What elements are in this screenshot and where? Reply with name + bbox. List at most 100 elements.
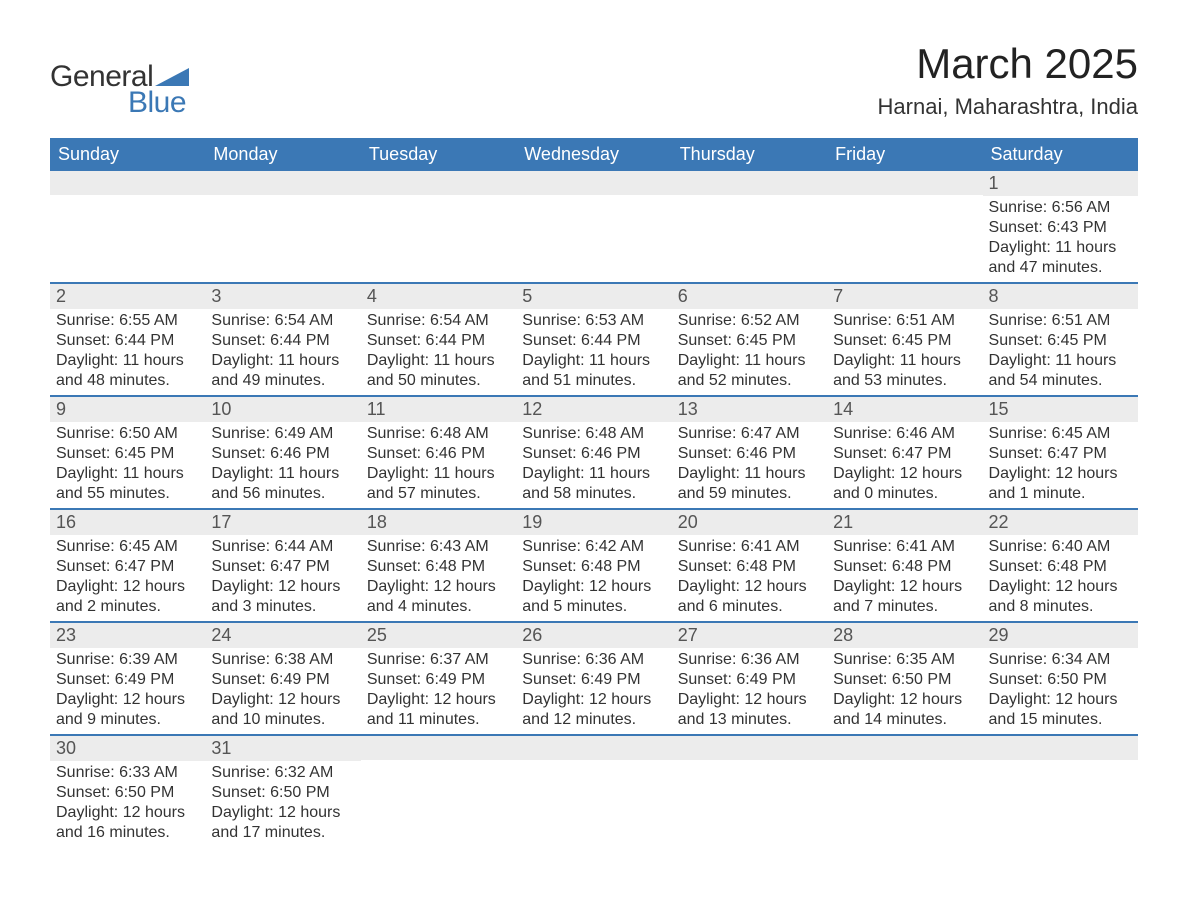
day-body: Sunrise: 6:52 AMSunset: 6:45 PMDaylight:… — [672, 309, 827, 395]
day-number — [672, 171, 827, 195]
sunset-line: Sunset: 6:46 PM — [522, 444, 665, 464]
logo-text-blue: Blue — [128, 86, 186, 120]
day-cell — [516, 171, 671, 282]
daylight-line: Daylight: 11 hours and 55 minutes. — [56, 464, 199, 504]
day-cell: 12Sunrise: 6:48 AMSunset: 6:46 PMDayligh… — [516, 397, 671, 508]
dow-tuesday: Tuesday — [361, 138, 516, 171]
day-body — [516, 760, 671, 836]
calendar: Sunday Monday Tuesday Wednesday Thursday… — [50, 138, 1138, 847]
page-title: March 2025 — [878, 40, 1138, 88]
day-cell: 26Sunrise: 6:36 AMSunset: 6:49 PMDayligh… — [516, 623, 671, 734]
sunset-line: Sunset: 6:46 PM — [678, 444, 821, 464]
sunset-line: Sunset: 6:47 PM — [989, 444, 1132, 464]
daylight-line: Daylight: 12 hours and 9 minutes. — [56, 690, 199, 730]
sunset-line: Sunset: 6:45 PM — [56, 444, 199, 464]
day-cell: 25Sunrise: 6:37 AMSunset: 6:49 PMDayligh… — [361, 623, 516, 734]
sunrise-line: Sunrise: 6:51 AM — [989, 311, 1132, 331]
day-number — [672, 736, 827, 760]
day-number: 30 — [50, 736, 205, 761]
day-number: 10 — [205, 397, 360, 422]
day-cell — [205, 171, 360, 282]
sunrise-line: Sunrise: 6:56 AM — [989, 198, 1132, 218]
day-body: Sunrise: 6:41 AMSunset: 6:48 PMDaylight:… — [827, 535, 982, 621]
day-body: Sunrise: 6:48 AMSunset: 6:46 PMDaylight:… — [516, 422, 671, 508]
weeks-container: 1Sunrise: 6:56 AMSunset: 6:43 PMDaylight… — [50, 171, 1138, 847]
day-number: 14 — [827, 397, 982, 422]
dow-sunday: Sunday — [50, 138, 205, 171]
day-cell: 15Sunrise: 6:45 AMSunset: 6:47 PMDayligh… — [983, 397, 1138, 508]
day-cell: 27Sunrise: 6:36 AMSunset: 6:49 PMDayligh… — [672, 623, 827, 734]
day-body: Sunrise: 6:44 AMSunset: 6:47 PMDaylight:… — [205, 535, 360, 621]
day-cell: 14Sunrise: 6:46 AMSunset: 6:47 PMDayligh… — [827, 397, 982, 508]
day-body — [361, 195, 516, 271]
sunrise-line: Sunrise: 6:52 AM — [678, 311, 821, 331]
day-body: Sunrise: 6:43 AMSunset: 6:48 PMDaylight:… — [361, 535, 516, 621]
day-cell: 31Sunrise: 6:32 AMSunset: 6:50 PMDayligh… — [205, 736, 360, 847]
dow-wednesday: Wednesday — [516, 138, 671, 171]
daylight-line: Daylight: 12 hours and 2 minutes. — [56, 577, 199, 617]
sunrise-line: Sunrise: 6:53 AM — [522, 311, 665, 331]
day-body: Sunrise: 6:37 AMSunset: 6:49 PMDaylight:… — [361, 648, 516, 734]
sunset-line: Sunset: 6:45 PM — [989, 331, 1132, 351]
day-body — [516, 195, 671, 271]
sunrise-line: Sunrise: 6:40 AM — [989, 537, 1132, 557]
week-row: 30Sunrise: 6:33 AMSunset: 6:50 PMDayligh… — [50, 734, 1138, 847]
day-number — [205, 171, 360, 195]
day-number — [827, 171, 982, 195]
daylight-line: Daylight: 11 hours and 56 minutes. — [211, 464, 354, 504]
day-number — [516, 171, 671, 195]
day-body — [827, 195, 982, 271]
day-number — [983, 736, 1138, 760]
day-body — [672, 195, 827, 271]
day-number: 3 — [205, 284, 360, 309]
sunset-line: Sunset: 6:47 PM — [56, 557, 199, 577]
dow-thursday: Thursday — [672, 138, 827, 171]
day-number: 28 — [827, 623, 982, 648]
sunrise-line: Sunrise: 6:44 AM — [211, 537, 354, 557]
week-row: 1Sunrise: 6:56 AMSunset: 6:43 PMDaylight… — [50, 171, 1138, 282]
day-number: 11 — [361, 397, 516, 422]
sunrise-line: Sunrise: 6:45 AM — [989, 424, 1132, 444]
daylight-line: Daylight: 11 hours and 48 minutes. — [56, 351, 199, 391]
header: General Blue March 2025 Harnai, Maharash… — [50, 40, 1138, 120]
day-number: 18 — [361, 510, 516, 535]
day-body: Sunrise: 6:42 AMSunset: 6:48 PMDaylight:… — [516, 535, 671, 621]
day-number: 23 — [50, 623, 205, 648]
day-body: Sunrise: 6:39 AMSunset: 6:49 PMDaylight:… — [50, 648, 205, 734]
day-cell: 6Sunrise: 6:52 AMSunset: 6:45 PMDaylight… — [672, 284, 827, 395]
day-body: Sunrise: 6:56 AMSunset: 6:43 PMDaylight:… — [983, 196, 1138, 282]
day-cell: 3Sunrise: 6:54 AMSunset: 6:44 PMDaylight… — [205, 284, 360, 395]
day-number: 25 — [361, 623, 516, 648]
day-number: 6 — [672, 284, 827, 309]
day-number — [827, 736, 982, 760]
daylight-line: Daylight: 12 hours and 10 minutes. — [211, 690, 354, 730]
sunset-line: Sunset: 6:46 PM — [211, 444, 354, 464]
daylight-line: Daylight: 12 hours and 0 minutes. — [833, 464, 976, 504]
sunrise-line: Sunrise: 6:34 AM — [989, 650, 1132, 670]
daylight-line: Daylight: 11 hours and 47 minutes. — [989, 238, 1132, 278]
day-body: Sunrise: 6:45 AMSunset: 6:47 PMDaylight:… — [50, 535, 205, 621]
sunset-line: Sunset: 6:49 PM — [56, 670, 199, 690]
day-cell: 22Sunrise: 6:40 AMSunset: 6:48 PMDayligh… — [983, 510, 1138, 621]
day-body: Sunrise: 6:55 AMSunset: 6:44 PMDaylight:… — [50, 309, 205, 395]
day-number: 24 — [205, 623, 360, 648]
sunset-line: Sunset: 6:49 PM — [522, 670, 665, 690]
sunrise-line: Sunrise: 6:42 AM — [522, 537, 665, 557]
sunrise-line: Sunrise: 6:38 AM — [211, 650, 354, 670]
sunset-line: Sunset: 6:44 PM — [367, 331, 510, 351]
day-number: 19 — [516, 510, 671, 535]
sunset-line: Sunset: 6:50 PM — [211, 783, 354, 803]
daylight-line: Daylight: 12 hours and 7 minutes. — [833, 577, 976, 617]
day-number: 8 — [983, 284, 1138, 309]
sunset-line: Sunset: 6:44 PM — [211, 331, 354, 351]
sunset-line: Sunset: 6:47 PM — [833, 444, 976, 464]
dow-saturday: Saturday — [983, 138, 1138, 171]
day-cell — [516, 736, 671, 847]
sunset-line: Sunset: 6:50 PM — [833, 670, 976, 690]
daylight-line: Daylight: 11 hours and 57 minutes. — [367, 464, 510, 504]
day-body: Sunrise: 6:36 AMSunset: 6:49 PMDaylight:… — [672, 648, 827, 734]
day-number: 9 — [50, 397, 205, 422]
day-number — [516, 736, 671, 760]
sunrise-line: Sunrise: 6:51 AM — [833, 311, 976, 331]
sunrise-line: Sunrise: 6:55 AM — [56, 311, 199, 331]
